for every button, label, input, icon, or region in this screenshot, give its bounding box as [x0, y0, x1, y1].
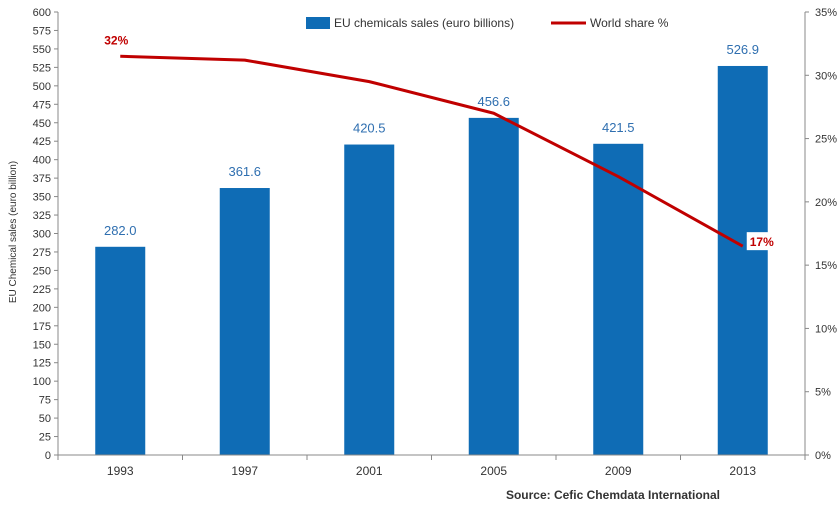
left-tick-label: 525: [33, 62, 51, 74]
left-tick-label: 375: [33, 173, 51, 185]
x-tick-label: 2009: [605, 464, 632, 478]
left-tick-label: 0: [45, 450, 51, 462]
x-axis: 1993 1997 2001 2005 2009 2013: [57, 454, 806, 478]
bar-value-label: 421.5: [602, 120, 635, 135]
left-tick-label: 250: [33, 265, 51, 277]
left-tick-label: 325: [33, 210, 51, 222]
line-point-label: 32%: [104, 33, 128, 47]
legend: EU chemicals sales (euro billions) World …: [306, 16, 669, 30]
left-tick-label: 225: [33, 284, 51, 296]
bar: [593, 143, 644, 456]
y-axis-label: EU Chemical sales (euro billion): [8, 161, 19, 303]
right-tick-label: 35%: [815, 7, 837, 19]
bar-value-label: 456.6: [477, 94, 510, 109]
left-tick-label: 550: [33, 44, 51, 56]
left-tick-label: 25: [39, 432, 51, 444]
left-tick-label: 150: [33, 339, 51, 351]
x-tick-label: 1993: [107, 464, 134, 478]
left-tick-label: 200: [33, 302, 51, 314]
bar: [344, 144, 395, 456]
left-tick-label: 600: [33, 7, 51, 19]
left-tick-label: 50: [39, 413, 51, 425]
bar: [468, 117, 519, 455]
bar-value-label: 526.9: [726, 42, 759, 57]
line-series: 32% 17%: [104, 33, 777, 251]
line-point-label: 17%: [750, 235, 774, 249]
right-tick-label: 5%: [815, 387, 831, 399]
right-y-axis: 0% 5% 10% 15% 20% 25% 30% 35%: [804, 7, 837, 462]
x-tick-label: 2013: [729, 464, 756, 478]
bar-value-label: 282.0: [104, 223, 137, 238]
left-tick-label: 500: [33, 81, 51, 93]
x-tick-label: 2005: [480, 464, 507, 478]
line-label-background: [746, 232, 777, 251]
left-tick-label: 350: [33, 192, 51, 204]
left-tick-label: 100: [33, 376, 51, 388]
bar: [219, 188, 270, 455]
legend-label-bars: EU chemicals sales (euro billions): [334, 16, 514, 30]
legend-swatch-bars: [306, 17, 330, 29]
bar: [95, 246, 146, 455]
right-tick-label: 10%: [815, 323, 837, 335]
left-tick-label: 575: [33, 25, 51, 37]
bar-value-label: 420.5: [353, 121, 386, 136]
right-tick-label: 25%: [815, 134, 837, 146]
left-tick-label: 450: [33, 118, 51, 130]
right-tick-label: 0%: [815, 450, 831, 462]
right-tick-label: 20%: [815, 197, 837, 209]
left-tick-label: 400: [33, 155, 51, 167]
left-y-axis: 0 25 50 75 100 125 150 175 200 225 250 275 300 325 350…: [33, 7, 59, 462]
left-tick-label: 125: [33, 358, 51, 370]
bar: [717, 65, 768, 455]
bar-value-label: 361.6: [228, 164, 261, 179]
left-tick-label: 300: [33, 229, 51, 241]
legend-label-line: World share %: [590, 16, 669, 30]
left-tick-label: 75: [39, 395, 51, 407]
x-tick-label: 1997: [231, 464, 258, 478]
x-tick-label: 2001: [356, 464, 383, 478]
world-share-line: [120, 54, 744, 248]
source-note: Source: Cefic Chemdata International: [506, 488, 720, 502]
right-tick-label: 15%: [815, 260, 837, 272]
left-tick-label: 425: [33, 136, 51, 148]
left-tick-label: 475: [33, 99, 51, 111]
left-tick-label: 175: [33, 321, 51, 333]
right-tick-label: 30%: [815, 70, 837, 82]
left-tick-label: 275: [33, 247, 51, 259]
bar-series: 282.0 361.6 420.5 456.6 421.5 526.9: [95, 42, 768, 456]
